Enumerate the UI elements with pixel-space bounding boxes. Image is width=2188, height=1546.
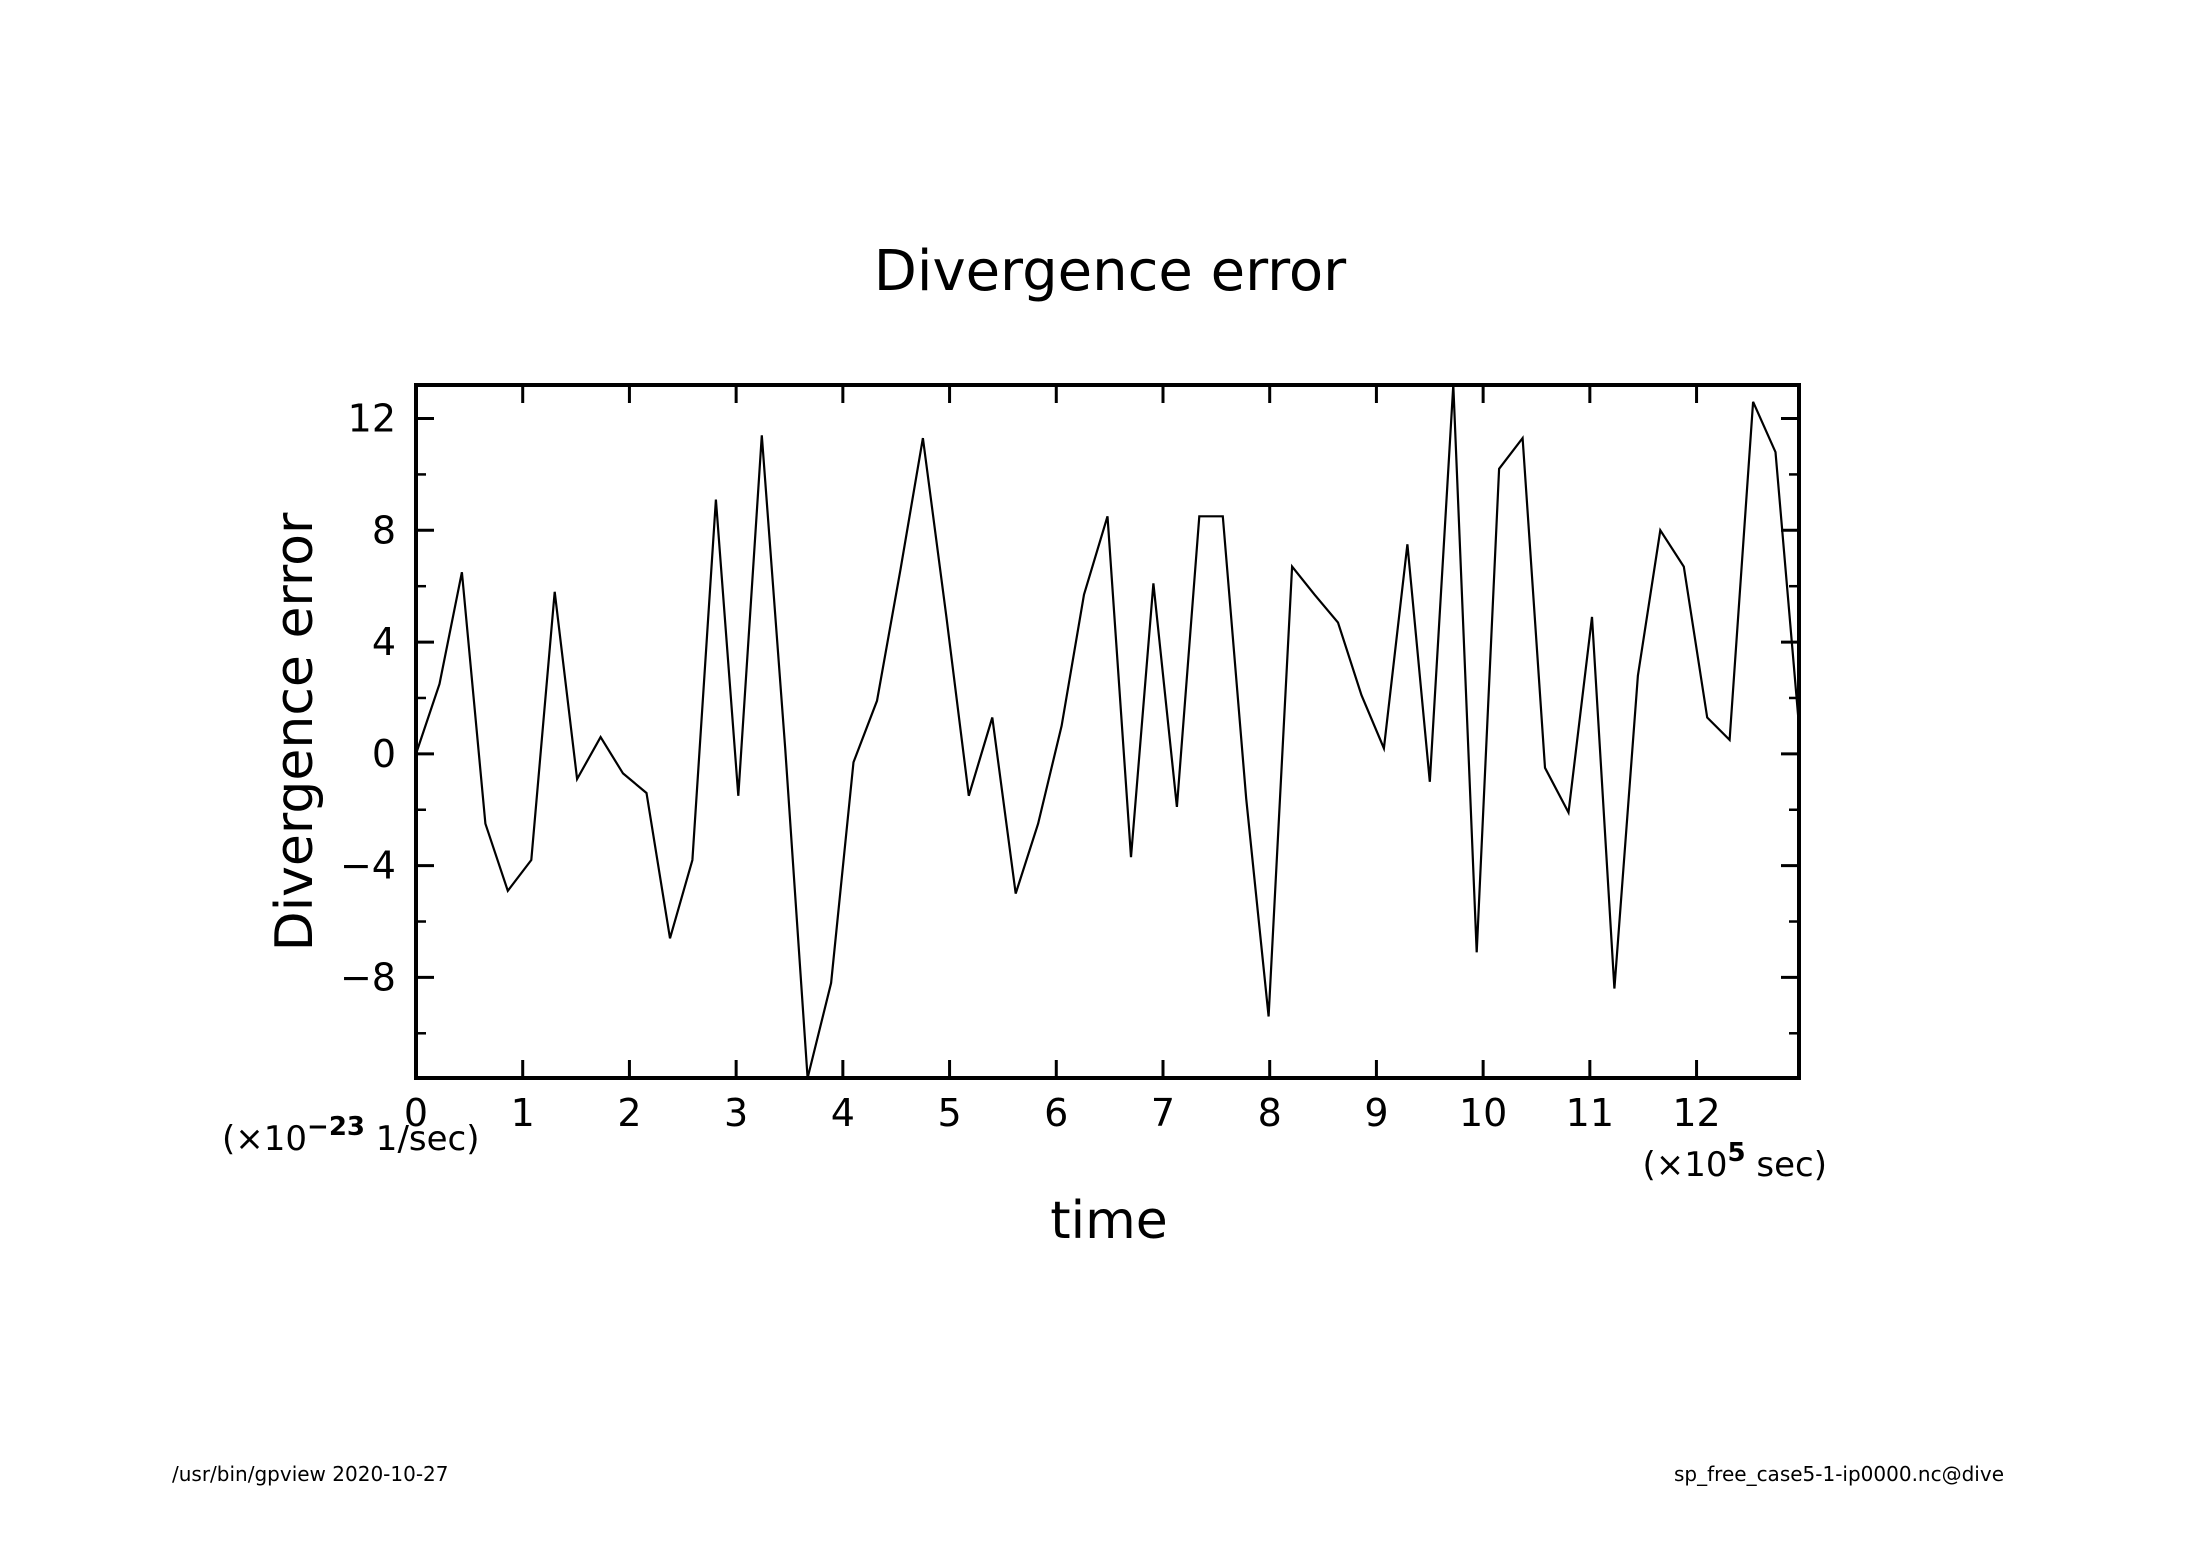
y-axis-label: Divergence error bbox=[265, 512, 325, 951]
x-tick-labels: 0 1 2 3 4 5 6 7 8 9 10 11 12 bbox=[404, 1091, 1721, 1135]
y-tick-labels: −8 −4 0 4 8 12 bbox=[340, 397, 396, 1000]
chart-title: Divergence error bbox=[874, 239, 1347, 304]
x-tick-label: 10 bbox=[1459, 1091, 1507, 1135]
y-tick-label: 4 bbox=[372, 620, 396, 664]
x-tick-label: 11 bbox=[1566, 1091, 1614, 1135]
y-tick-label: 8 bbox=[372, 508, 396, 552]
x-tick-label: 3 bbox=[724, 1091, 748, 1135]
x-tick-label: 8 bbox=[1258, 1091, 1282, 1135]
y-tick-label: −8 bbox=[340, 955, 396, 999]
footer-file-name: sp_free_case5-1-ip0000.nc@dive bbox=[1674, 1462, 2004, 1486]
x-unit-label: (×105 sec) bbox=[1642, 1138, 1827, 1185]
x-tick-label: 12 bbox=[1672, 1091, 1720, 1135]
axis-ticks bbox=[414, 385, 1799, 1078]
plot-frame bbox=[414, 383, 1801, 1080]
y-unit-label: (×10−23 1/sec) bbox=[222, 1112, 479, 1159]
x-tick-label: 2 bbox=[617, 1091, 641, 1135]
x-tick-label: 6 bbox=[1044, 1091, 1068, 1135]
y-tick-label: −4 bbox=[340, 844, 396, 888]
x-tick-label: 9 bbox=[1364, 1091, 1388, 1135]
x-axis-label: time bbox=[1050, 1191, 1167, 1251]
y-tick-label: 0 bbox=[372, 732, 396, 776]
footer-program-date: /usr/bin/gpview 2020-10-27 bbox=[172, 1462, 449, 1486]
x-tick-label: 1 bbox=[511, 1091, 535, 1135]
series-line bbox=[414, 384, 1801, 1079]
x-tick-label: 0 bbox=[404, 1091, 428, 1135]
x-tick-label: 7 bbox=[1151, 1091, 1175, 1135]
x-tick-label: 5 bbox=[937, 1091, 961, 1135]
x-tick-label: 4 bbox=[831, 1091, 855, 1135]
y-tick-label: 12 bbox=[348, 397, 396, 441]
